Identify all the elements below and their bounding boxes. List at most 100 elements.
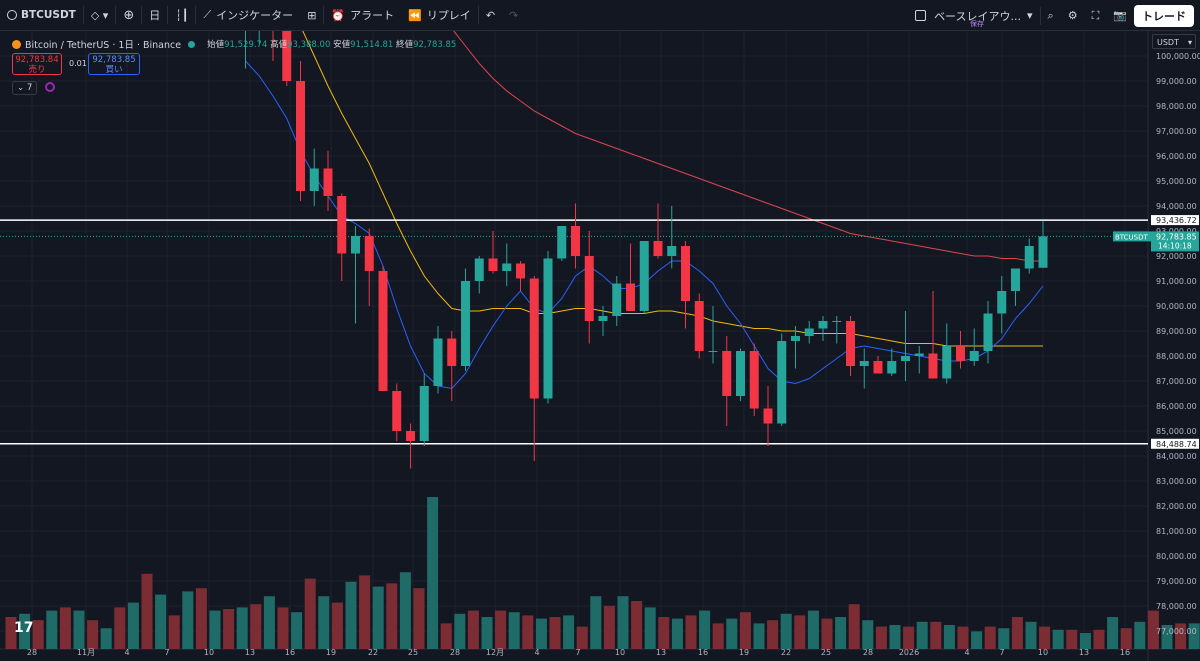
indicator-status-icon[interactable] [45, 82, 55, 92]
candle-body [433, 338, 443, 386]
close-value: 92,783.85 [413, 40, 457, 50]
snapshot-button[interactable]: 📷 [1106, 0, 1134, 31]
toolbar-divider [115, 6, 117, 24]
undo-button[interactable]: ↶ [479, 0, 502, 31]
volume-bar [386, 583, 398, 649]
price-tick-label: 78,000.00 [1156, 602, 1197, 611]
ma-slow-line [453, 31, 1043, 262]
candle [488, 231, 498, 274]
chevron-down-icon: ⌄ [17, 83, 25, 93]
candle-body [626, 283, 635, 311]
gear-icon: ⚙ [1067, 9, 1078, 22]
candle-body [722, 351, 732, 396]
volume-bar [155, 594, 167, 649]
interval-button[interactable]: 日 [142, 0, 167, 31]
volume-bar [699, 610, 711, 649]
layout-button[interactable]: ベースレイアウ... ▾ [908, 0, 1039, 31]
volume-bar [277, 607, 289, 649]
volume-bar [780, 613, 792, 649]
settings-button[interactable]: ⚙ [1061, 0, 1085, 31]
alert-label: アラート [350, 9, 395, 22]
volume-bar [1039, 626, 1051, 649]
toolbar-right: ベースレイアウ... ▾ ⌕ ⚙ ⛶ 📷 トレード [908, 0, 1200, 31]
search-icon [7, 10, 17, 20]
volume-bar [141, 573, 153, 649]
candle-body [736, 351, 745, 396]
candle [351, 226, 360, 324]
volume-bar [223, 609, 235, 649]
alert-button[interactable]: ⏰ アラート [324, 0, 401, 31]
candle [323, 151, 333, 211]
date-tick-label: 7 [164, 648, 169, 657]
buy-price: 92,783.85 [92, 55, 136, 65]
volume-bar [372, 586, 384, 649]
trade-button[interactable]: トレード [1134, 4, 1194, 27]
candle [997, 276, 1007, 334]
volume-bar [631, 601, 643, 649]
candle [309, 148, 319, 206]
volume-bar [32, 620, 44, 649]
date-tick-label: 19 [739, 648, 749, 657]
redo-button[interactable]: ↷ [502, 0, 525, 31]
fullscreen-button[interactable]: ⛶ [1085, 0, 1107, 31]
volume-bar [1175, 623, 1187, 649]
price-tick-label: 88,000.00 [1156, 352, 1197, 361]
volume-bar [114, 607, 126, 649]
date-tick-label: 28 [450, 648, 460, 657]
replay-button[interactable]: ⏪ リプレイ [401, 0, 478, 31]
volume-bar [495, 610, 507, 649]
indicators-button[interactable]: ⟋ インジケーター [196, 0, 300, 31]
currency-selector[interactable]: USDT ▾ [1152, 34, 1196, 49]
sell-button[interactable]: 92,783.84 売り [12, 53, 62, 75]
volume-bar [1107, 617, 1119, 649]
date-tick-label: 13 [656, 648, 666, 657]
candle-body [818, 321, 828, 329]
candle-body [777, 341, 787, 424]
candle-body [1038, 236, 1048, 268]
volume-bar [291, 612, 303, 649]
volume-bar [767, 620, 779, 649]
date-tick-label: 10 [615, 648, 625, 657]
toolbar-divider [167, 6, 169, 24]
toolbar-divider [1039, 6, 1041, 25]
volume-bar [1011, 617, 1023, 649]
symbol-search[interactable]: BTCUSDT [0, 0, 83, 31]
templates-button[interactable]: ⊞ [300, 0, 323, 31]
candle [364, 228, 374, 306]
volume-bar [481, 617, 493, 649]
candle [557, 226, 567, 261]
volume-bar [998, 628, 1010, 649]
price-tick-label: 97,000.00 [1156, 127, 1197, 136]
watchlist-button[interactable]: ◇ ▾ [84, 0, 115, 31]
candle [571, 203, 580, 269]
camera-icon: 📷 [1113, 9, 1127, 22]
compare-button[interactable]: ⊕ [116, 0, 141, 31]
price-tick-label: 87,000.00 [1156, 377, 1197, 386]
tradingview-logo[interactable]: 17 [14, 620, 34, 636]
volume-bar [1025, 621, 1037, 649]
candle [653, 203, 663, 259]
volume-bar [359, 575, 371, 649]
candle-body [887, 361, 897, 374]
volume-bar [5, 617, 17, 649]
candle-body [997, 291, 1007, 314]
volume-bar [712, 623, 724, 649]
candle [1038, 221, 1048, 269]
lower-level-label: 84,488.74 [1156, 440, 1197, 449]
candle-body [983, 313, 993, 351]
volume-bar [46, 610, 58, 649]
symbol-tag-label: BTCUSDT [1115, 233, 1149, 241]
buy-button[interactable]: 92,783.85 買い [88, 53, 140, 75]
volume-bar [250, 604, 262, 649]
volume-bar [685, 615, 697, 649]
price-tick-label: 83,000.00 [1156, 477, 1197, 486]
indicator-toggle[interactable]: ⌄ 7 [12, 81, 38, 95]
chart-type-button[interactable]: ┆┃ [168, 0, 195, 31]
quick-search-button[interactable]: ⌕ [1041, 0, 1061, 31]
volume-bar [100, 628, 112, 649]
candle [258, 31, 260, 44]
price-chart[interactable]: 100,000.00 99,000.00 98,000.00 97,000.00 96,… [0, 31, 1200, 661]
volume-bar [658, 617, 670, 649]
upper-level-label: 93,436.72 [1156, 216, 1197, 225]
candle-body [708, 351, 718, 352]
